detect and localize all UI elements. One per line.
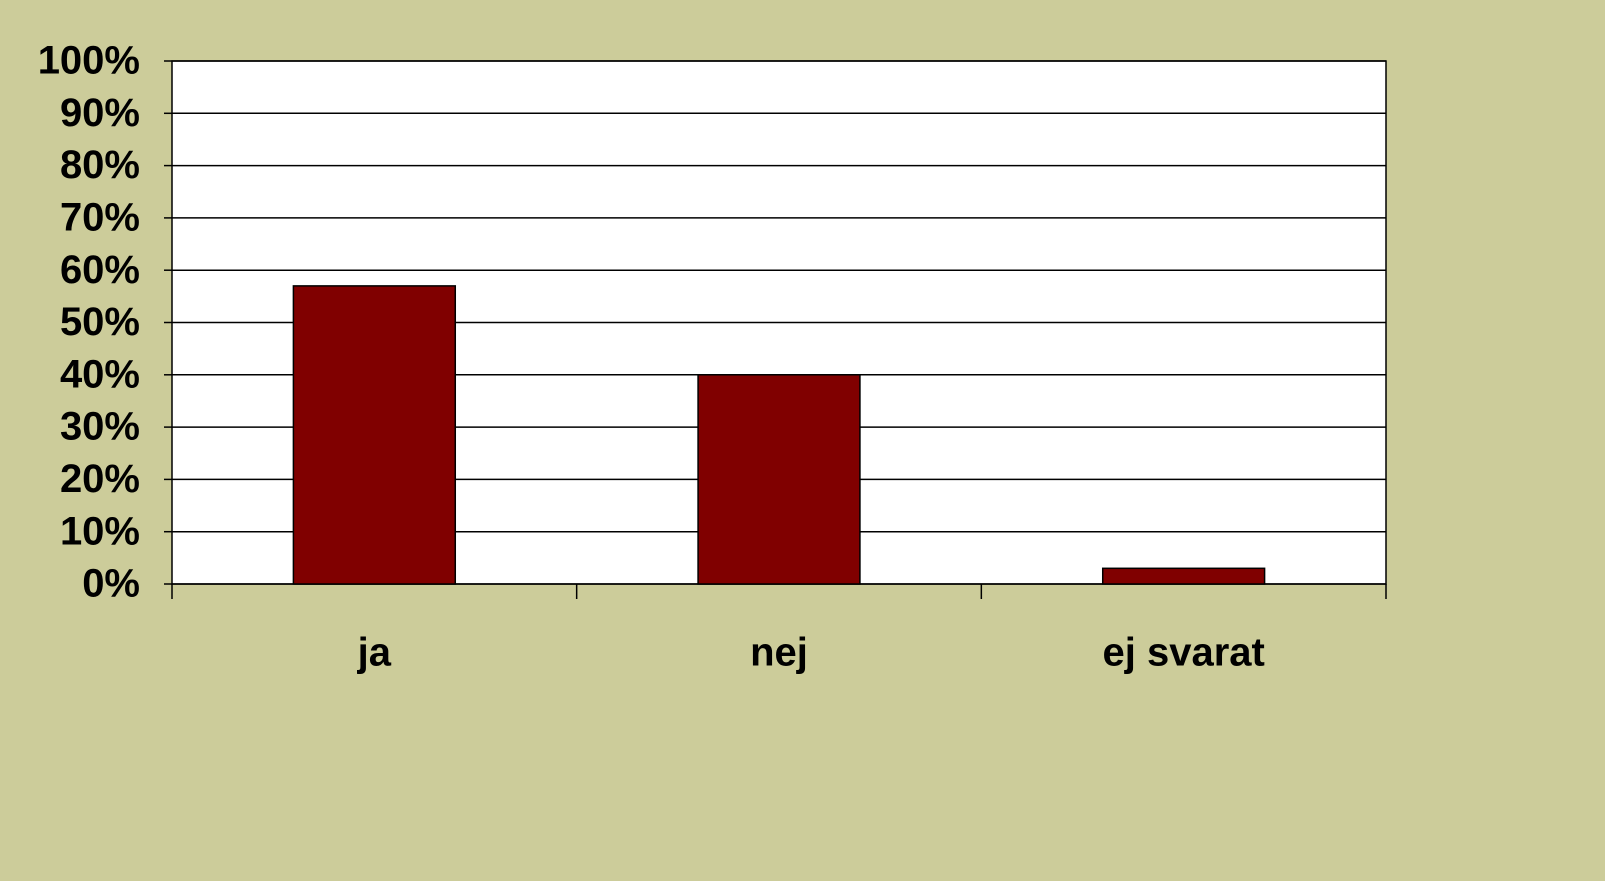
y-tick-label: 60% <box>60 248 140 292</box>
y-tick-label: 20% <box>60 457 140 501</box>
x-tick-label: ja <box>357 631 392 675</box>
bar <box>1101 567 1266 585</box>
y-tick-label: 10% <box>60 509 140 553</box>
y-tick-label: 50% <box>60 300 140 344</box>
y-tick-label: 80% <box>60 143 140 187</box>
y-tick-label: 70% <box>60 195 140 239</box>
bar <box>292 285 457 585</box>
x-tick-label: nej <box>750 631 808 675</box>
y-tick-label: 100% <box>38 39 140 83</box>
y-tick-label: 90% <box>60 91 140 135</box>
bar <box>697 374 861 585</box>
y-tick-label: 0% <box>82 562 140 606</box>
y-tick-label: 30% <box>60 405 140 449</box>
x-tick-label: ej svarat <box>1102 631 1264 675</box>
y-tick-label: 40% <box>60 352 140 396</box>
